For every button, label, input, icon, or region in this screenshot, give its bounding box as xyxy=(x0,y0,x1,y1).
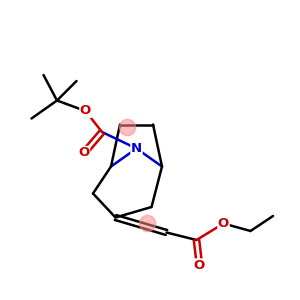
Text: N: N xyxy=(131,142,142,155)
Circle shape xyxy=(140,215,156,232)
Circle shape xyxy=(119,119,136,136)
Text: O: O xyxy=(218,217,229,230)
Text: O: O xyxy=(78,146,90,160)
Text: O: O xyxy=(194,259,205,272)
Text: O: O xyxy=(80,104,91,118)
